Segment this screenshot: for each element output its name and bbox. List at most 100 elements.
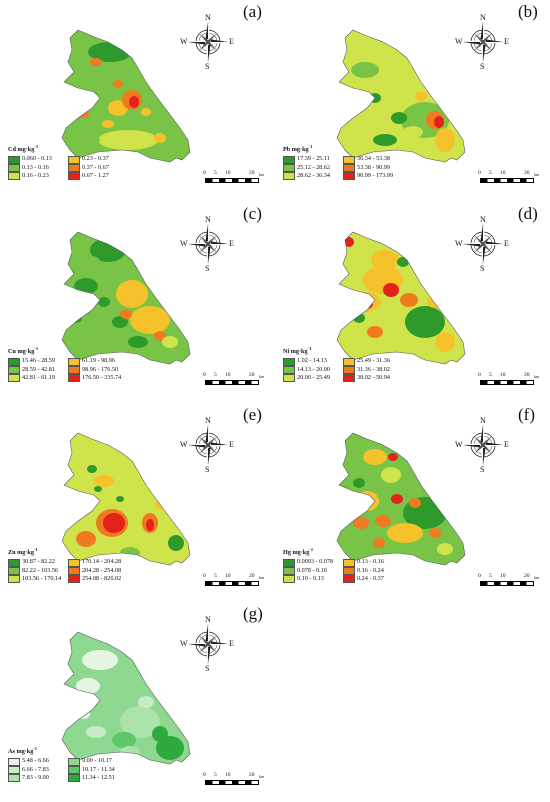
legend-unit: mg·kg (290, 348, 308, 356)
legend-unit: mg·kg (17, 146, 35, 154)
legend-row: 15.46 - 28.59 61.19 - 98.96 (8, 357, 128, 366)
legend-range-label: 1.02 - 14.13 (297, 357, 327, 365)
map-legend: Cd mg·kg-1 0.060 - 0.13 0.23 - 0.37 0.13 - … (8, 143, 128, 181)
scale-label-t2: 10 (225, 772, 231, 778)
legend-swatch (343, 164, 355, 173)
scale-label-t1: 5 (214, 372, 217, 378)
legend-element: Zn (8, 549, 16, 557)
scale-label-t3: 20 (249, 573, 255, 579)
legend-unit-exponent: -1 (307, 346, 312, 351)
panel-letter: (d) (518, 204, 538, 223)
legend-entry: 0.060 - 0.13 (8, 155, 68, 164)
scale-label-unit: km (259, 374, 265, 379)
legend-range-label: 6.66 - 7.83 (22, 765, 49, 773)
concentration-zone (371, 250, 399, 270)
concentration-zone (98, 297, 110, 307)
concentration-zone (141, 108, 151, 116)
legend-entry: 14.13 - 20.00 (283, 366, 343, 375)
legend-swatch (8, 164, 20, 173)
panel-letter: (c) (243, 204, 262, 223)
legend-entry: 28.62 - 36.34 (283, 172, 343, 181)
legend-range-label: 30.87 - 82.22 (22, 558, 55, 566)
concentration-zone (351, 62, 379, 78)
concentration-zone (138, 696, 154, 708)
legend-swatch (8, 774, 20, 783)
legend-swatch (68, 155, 80, 164)
compass-rose-icon: N S E W (453, 415, 513, 475)
legend-range-label: 0.13 - 0.16 (22, 163, 49, 171)
legend-unit: mg·kg (17, 348, 35, 356)
concentration-zone (154, 331, 166, 341)
concentration-zone (435, 128, 455, 152)
legend-entry: 0.24 - 0.37 (343, 575, 403, 584)
legend-range-label: 0.0093 - 0.078 (297, 558, 334, 566)
legend-range-label: 254.08 - 826.02 (82, 575, 122, 583)
scale-label-t0: 0 (203, 170, 206, 176)
legend-element: Pb (283, 146, 291, 154)
legend-range-label: 0.060 - 0.13 (22, 155, 52, 163)
concentration-zone (434, 116, 444, 128)
legend-swatch (68, 172, 80, 181)
concentration-zone (112, 732, 136, 748)
compass-label-e: E (229, 440, 234, 449)
concentration-zone (347, 92, 367, 108)
compass-label-e: E (229, 639, 234, 648)
concentration-zone (103, 513, 125, 533)
concentration-zone (86, 726, 106, 738)
legend-swatch (68, 567, 80, 576)
legend-unit-exponent: -1 (33, 746, 38, 751)
legend-entry: 42.81 - 61.19 (8, 374, 68, 383)
concentration-zone (66, 92, 90, 108)
scale-bar-graphic (480, 178, 534, 183)
map-legend: Hg mg·kg-1 0.0093 - 0.078 0.13 - 0.16 0.078… (283, 546, 403, 584)
legend-row: 20.00 - 25.49 38.02 - 50.94 (283, 374, 403, 383)
legend-range-label: 0.23 - 0.37 (82, 155, 109, 163)
legend-entry: 176.50 - 335.74 (68, 374, 128, 383)
legend-range-label: 0.078 - 0.10 (297, 566, 327, 574)
concentration-zone (168, 535, 184, 551)
legend-swatch (8, 357, 20, 366)
study-area-boundary (61, 231, 191, 365)
legend-entry: 53.38 - 90.99 (343, 164, 403, 173)
legend-range-label: 10.17 - 11.34 (82, 765, 115, 773)
panel-letter: (b) (518, 2, 538, 21)
legend-entry: 103.56 - 170.14 (8, 575, 68, 584)
compass-label-w: W (455, 440, 463, 449)
legend-swatch (8, 374, 20, 383)
scale-label-t3: 20 (249, 372, 255, 378)
concentration-zone (78, 709, 90, 719)
concentration-zone (98, 130, 158, 150)
legend-range-label: 90.99 - 173.99 (357, 172, 394, 180)
legend-swatch (68, 357, 80, 366)
legend-row: 0.060 - 0.13 0.23 - 0.37 (8, 155, 128, 164)
concentration-zone (383, 283, 399, 297)
choropleth-map-d (336, 231, 466, 365)
concentration-zone (403, 126, 423, 138)
scale-label-t3: 20 (249, 772, 255, 778)
scale-label-t0: 0 (203, 772, 206, 778)
legend-range-label: 0.24 - 0.37 (357, 575, 384, 583)
legend-swatch (343, 172, 355, 181)
compass-label-w: W (180, 37, 188, 46)
legend-range-label: 7.83 - 9.00 (22, 774, 49, 782)
study-area-boundary (336, 231, 466, 365)
scale-bar-graphic (205, 780, 259, 785)
map-legend: Cu mg·kg-1 15.46 - 28.59 61.19 - 98.96 28.5… (8, 345, 128, 383)
scale-bar-graphic (205, 178, 259, 183)
concentration-zone (146, 519, 154, 531)
concentration-zone (102, 120, 114, 128)
legend-swatch (8, 155, 20, 164)
scale-bar: 0 5 10 20 km (478, 170, 540, 184)
map-panel-c: (c) N S E W Cu mg·kg-1 15.46 - 28.59 61.19 - 98… (0, 202, 275, 402)
scale-label-t2: 10 (500, 372, 506, 378)
compass-label-n: N (205, 215, 211, 224)
concentration-zone (355, 491, 379, 511)
legend-unit: mg·kg (17, 549, 34, 557)
legend-range-label: 204.28 - 254.08 (82, 566, 122, 574)
scale-label-unit: km (534, 172, 540, 177)
choropleth-map-f (336, 432, 466, 566)
compass-label-w: W (180, 440, 188, 449)
legend-entry: 0.078 - 0.10 (283, 566, 343, 576)
concentration-zone (76, 531, 96, 547)
legend-row: 0.0093 - 0.078 0.13 - 0.16 (283, 558, 403, 567)
